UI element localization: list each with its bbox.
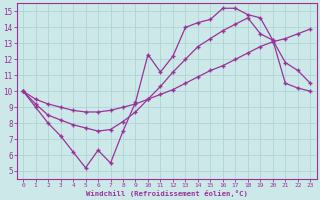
X-axis label: Windchill (Refroidissement éolien,°C): Windchill (Refroidissement éolien,°C) bbox=[86, 190, 248, 197]
